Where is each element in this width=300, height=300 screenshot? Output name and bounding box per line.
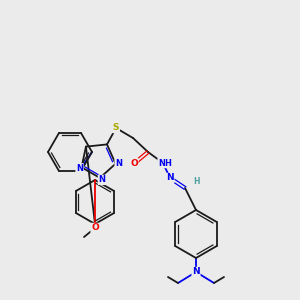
Text: N: N [166, 173, 174, 182]
Text: H: H [193, 178, 199, 187]
Text: N: N [98, 176, 105, 184]
Text: NH: NH [158, 158, 172, 167]
Text: S: S [113, 124, 119, 133]
Text: O: O [130, 158, 138, 167]
Text: N: N [76, 164, 83, 173]
Text: N: N [192, 268, 200, 277]
Text: N: N [115, 159, 122, 168]
Text: O: O [91, 224, 99, 232]
